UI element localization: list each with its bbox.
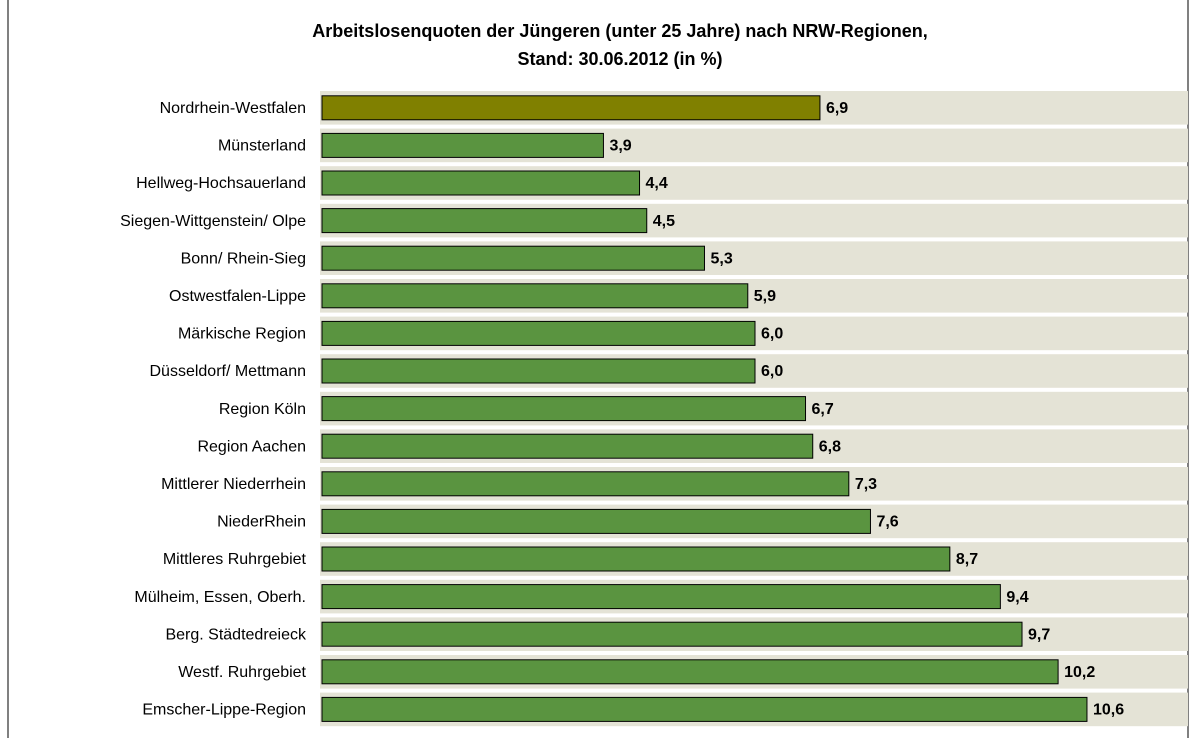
bar <box>321 508 871 534</box>
y-tick-label: Region Aachen <box>197 438 306 455</box>
value-label: 9,4 <box>1006 589 1028 606</box>
y-tick-label: Nordrhein-Westfalen <box>160 100 306 117</box>
y-tick-label: Bonn/ Rhein-Sieg <box>181 250 306 267</box>
bar <box>321 621 1023 647</box>
bar <box>321 471 850 497</box>
bar <box>321 396 807 422</box>
bar <box>321 546 951 572</box>
value-label: 4,4 <box>646 175 668 192</box>
value-label: 7,6 <box>876 514 898 531</box>
y-tick-label: Westf. Ruhrgebiet <box>178 664 306 681</box>
y-tick-label: Ostwestfalen-Lippe <box>169 288 306 305</box>
y-tick-label: Münsterland <box>218 138 306 155</box>
bar <box>321 320 756 346</box>
y-tick-label: Mittleres Ruhrgebiet <box>163 551 307 568</box>
y-tick-label: Märkische Region <box>178 326 306 343</box>
value-label: 8,7 <box>956 551 978 568</box>
value-label: 7,3 <box>855 476 877 493</box>
value-label: 5,3 <box>710 250 732 267</box>
bar <box>321 696 1088 722</box>
bar <box>321 245 705 271</box>
value-label: 6,8 <box>819 438 841 455</box>
chart-title: Stand: 30.06.2012 (in %) <box>517 49 722 69</box>
bar <box>321 358 756 384</box>
bar <box>321 433 814 459</box>
value-label: 5,9 <box>754 288 776 305</box>
bar <box>321 95 821 121</box>
y-tick-label: Berg. Städtedreieck <box>165 626 307 643</box>
value-label: 6,9 <box>826 100 848 117</box>
bar <box>321 659 1059 685</box>
y-tick-label: Düsseldorf/ Mettmann <box>149 363 306 380</box>
bar <box>321 170 641 196</box>
y-tick-label: Siegen-Wittgenstein/ Olpe <box>120 213 306 230</box>
y-tick-label: Mülheim, Essen, Oberh. <box>134 589 306 606</box>
bar <box>321 208 648 234</box>
value-label: 3,9 <box>609 138 631 155</box>
y-tick-label: Mittlerer Niederrhein <box>161 476 306 493</box>
chart-title: Arbeitslosenquoten der Jüngeren (unter 2… <box>312 21 927 41</box>
y-tick-label: Region Köln <box>219 401 306 418</box>
bar <box>321 132 604 158</box>
value-label: 9,7 <box>1028 626 1050 643</box>
y-tick-label: Hellweg-Hochsauerland <box>136 175 306 192</box>
bar <box>321 283 749 309</box>
value-label: 6,0 <box>761 326 783 343</box>
value-label: 4,5 <box>653 213 675 230</box>
value-label: 10,2 <box>1064 664 1095 681</box>
value-label: 6,7 <box>812 401 834 418</box>
bar <box>321 584 1001 610</box>
y-tick-label: NiederRhein <box>217 514 306 531</box>
y-tick-label: Emscher-Lippe-Region <box>142 702 306 719</box>
value-label: 10,6 <box>1093 702 1124 719</box>
value-label: 6,0 <box>761 363 783 380</box>
